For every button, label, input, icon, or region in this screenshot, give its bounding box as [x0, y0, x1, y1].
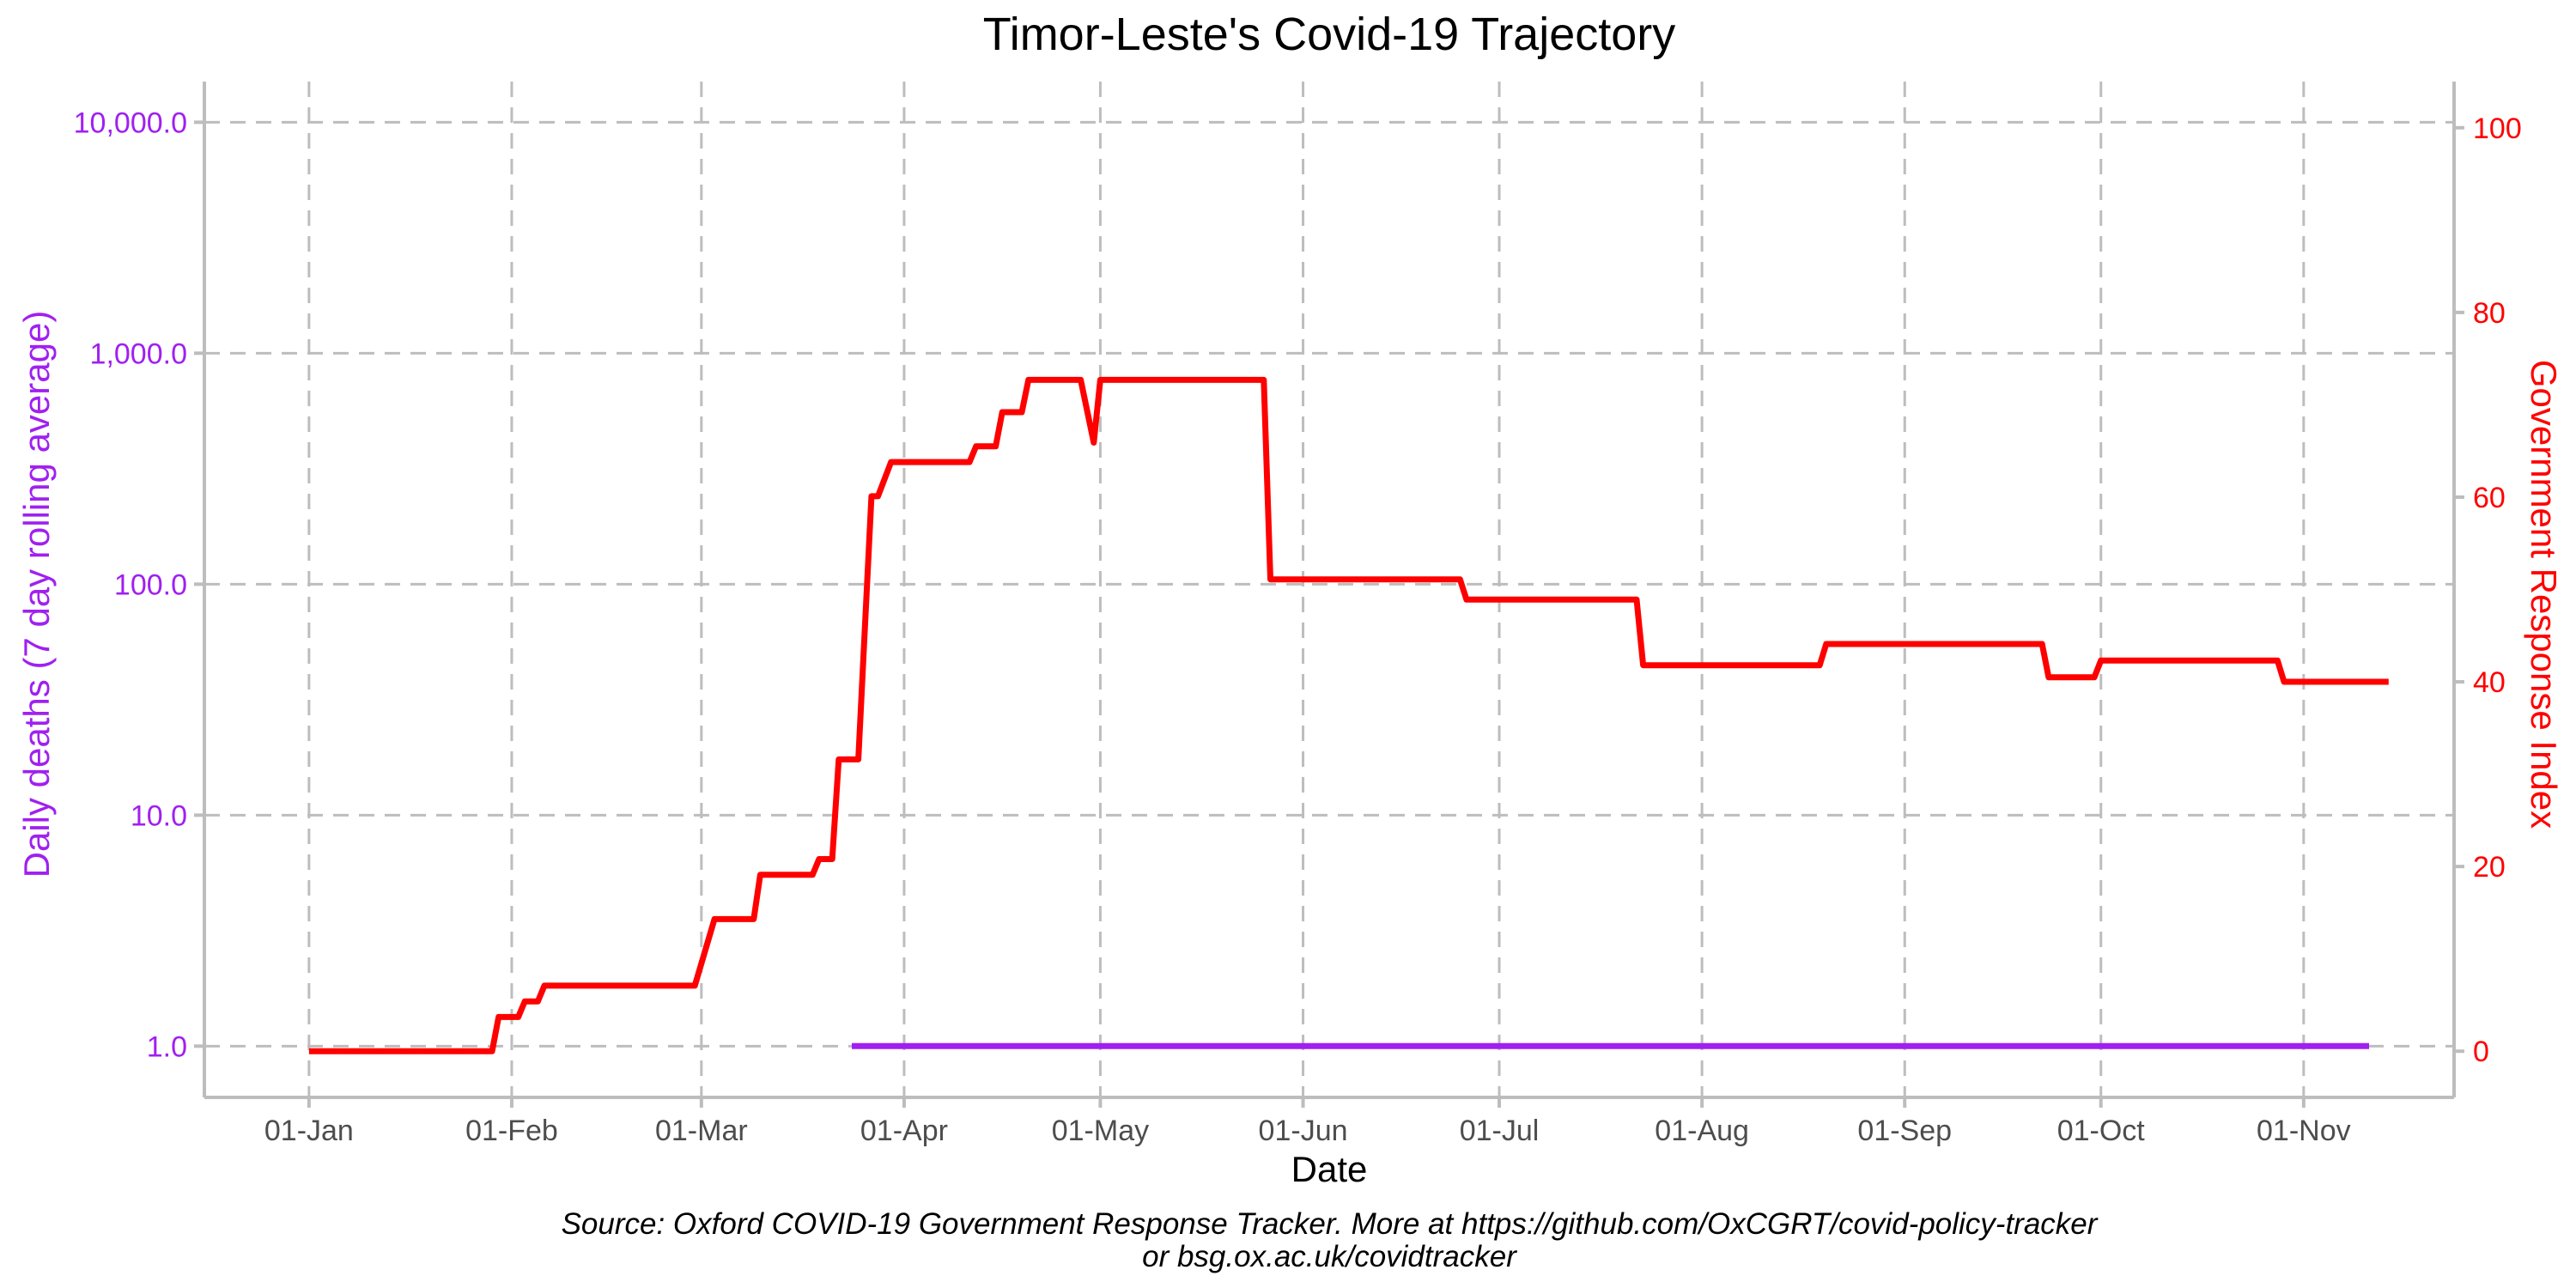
left-tick-label: 1.0 [147, 1030, 187, 1063]
right-tick-label: 0 [2473, 1036, 2489, 1068]
x-tick-label: 01-May [1052, 1115, 1149, 1147]
right-tick-label: 20 [2473, 851, 2506, 884]
x-tick-label: 01-Aug [1655, 1115, 1749, 1147]
source-caption-line2: or bsg.ox.ac.uk/covidtracker [1142, 1240, 1517, 1273]
grid-lines [204, 82, 2454, 1097]
x-tick-label: 01-Jun [1259, 1115, 1348, 1147]
x-tick-label: 01-Apr [860, 1115, 948, 1147]
left-tick-label: 1,000.0 [90, 337, 187, 370]
right-axis-ticks: 0 20 40 60 80 100 [2454, 112, 2522, 1068]
right-tick-label: 100 [2473, 112, 2522, 145]
x-tick-label: 01-Jul [1460, 1115, 1540, 1147]
x-tick-label: 01-Jan [264, 1115, 354, 1147]
chart-title: Timor-Leste's Covid-19 Trajectory [983, 9, 1676, 60]
axis-frame [203, 82, 2456, 1099]
source-caption: Source: Oxford COVID-19 Government Respo… [562, 1207, 2099, 1241]
left-axis-title: Daily deaths (7 day rolling average) [16, 311, 57, 878]
right-tick-label: 80 [2473, 297, 2506, 330]
x-tick-label: 01-Oct [2057, 1115, 2146, 1147]
left-tick-label: 100.0 [114, 568, 187, 601]
x-tick-label: 01-Nov [2257, 1115, 2351, 1147]
x-tick-label: 01-Feb [465, 1115, 558, 1147]
right-axis-title: Government Response Index [2524, 360, 2564, 829]
x-axis-ticks: 01-Jan 01-Feb 01-Mar 01-Apr 01-May 01-Jun 01-J… [264, 1097, 2351, 1147]
x-tick-label: 01-Sep [1857, 1115, 1952, 1147]
right-tick-label: 40 [2473, 666, 2506, 699]
series-lines [308, 376, 2389, 1054]
left-tick-label: 10.0 [131, 799, 187, 832]
x-axis-title: Date [1291, 1149, 1368, 1189]
left-tick-label: 10,000.0 [74, 106, 187, 139]
x-tick-label: 01-Mar [655, 1115, 748, 1147]
government-response-line [308, 376, 2389, 1054]
right-tick-label: 60 [2473, 482, 2506, 514]
left-axis-ticks: 1.0 10.0 100.0 1,000.0 10,000.0 [74, 106, 204, 1063]
